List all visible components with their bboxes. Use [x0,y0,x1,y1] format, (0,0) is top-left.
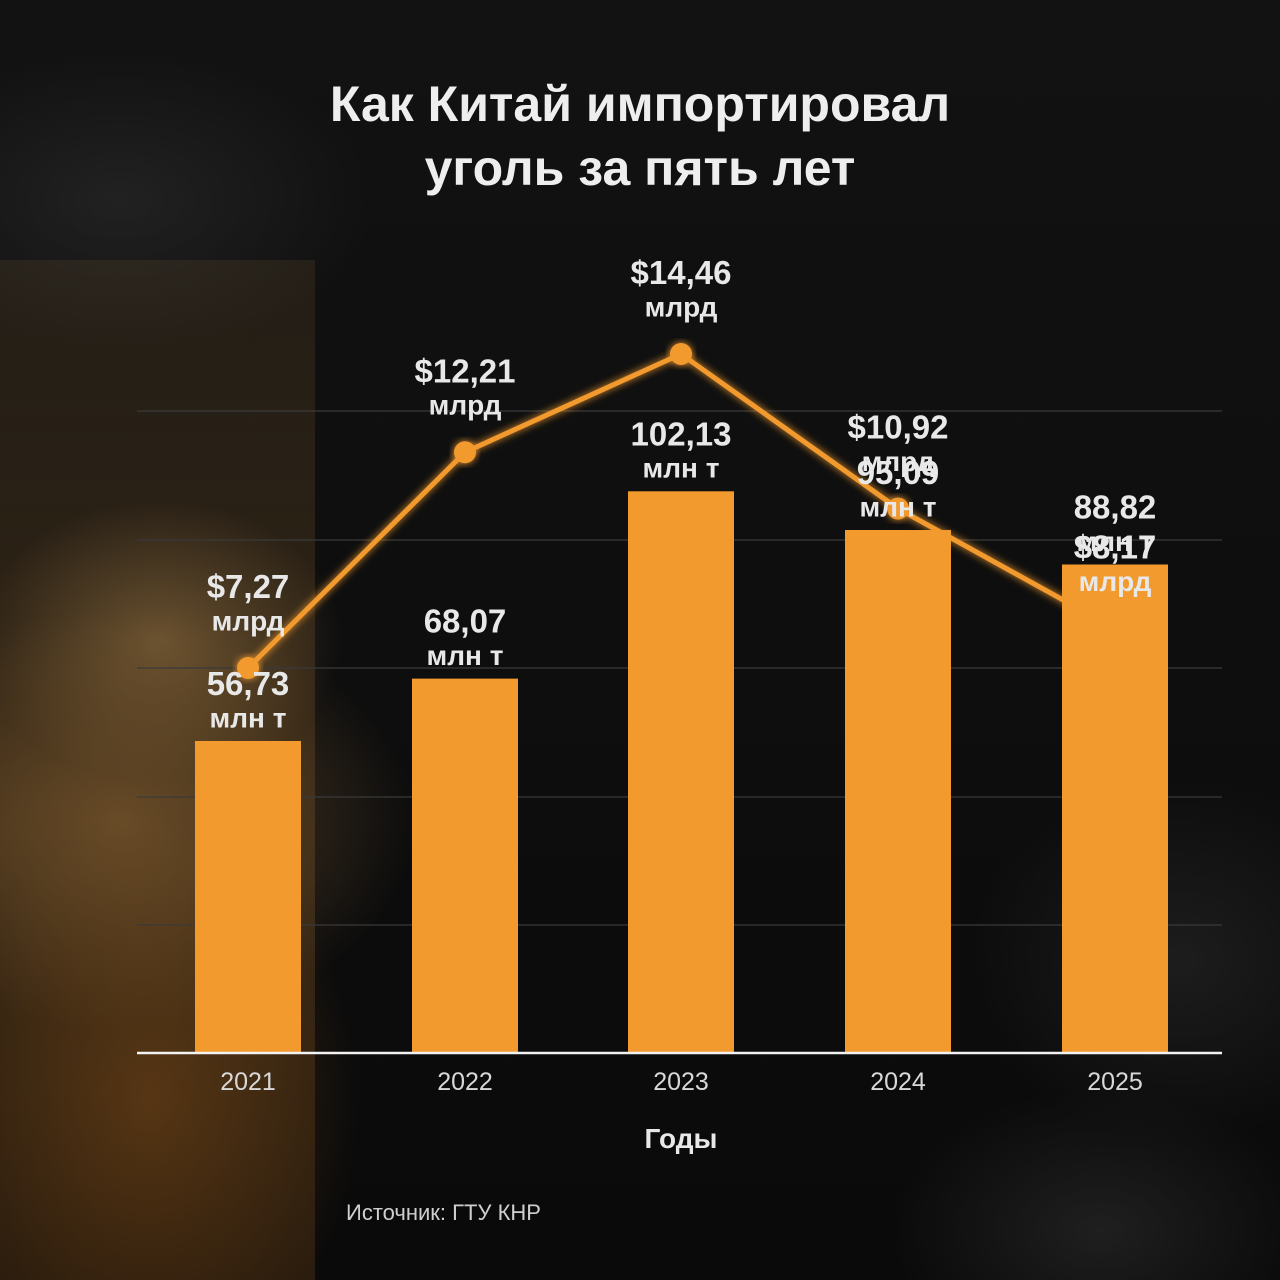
bar-2021 [195,740,301,1053]
chart-title: Как Китай импортировал уголь за пять лет [0,72,1280,200]
bar-2023 [628,491,734,1053]
x-axis-title: Годы [645,1123,718,1154]
price-label-2022: $12,21 млрд [415,352,516,420]
bar-2022 [412,678,518,1053]
price-label-2024: $10,92 млрд [848,409,949,477]
price-point-2023 [670,343,692,365]
bar-2025 [1062,564,1168,1053]
x-tick-2021: 2021 [220,1068,276,1096]
bar-label-2021: 56,73 млн т [207,665,290,733]
price-point-2021 [237,657,259,679]
bar-label-2022: 68,07 млн т [424,603,507,671]
price-line [237,343,1126,679]
price-label-2025: $8,17 млрд [1074,529,1157,597]
price-point-2024 [887,497,909,520]
bars [195,491,1168,1053]
bar-label-2023: 102,13 млн т [631,415,732,483]
data-labels: 56,73 млн т 68,07 млн т 102,13 млн т 95,09 млн … [207,254,1157,733]
x-tick-2023: 2023 [653,1068,709,1096]
chart-title-line-1: Как Китай импортировал [329,76,951,132]
bar-label-2025: 88,82 млн т [1074,488,1157,556]
bar-label-2024: 95,09 млн т [857,454,940,522]
price-point-2022 [454,441,476,464]
source-note: Источник: ГТУ КНР [346,1200,541,1225]
price-label-2021: $7,27 млрд [207,568,290,636]
chart-title-line-2: уголь за пять лет [424,140,856,196]
x-tick-2024: 2024 [870,1068,926,1096]
price-point-2025 [1104,617,1126,640]
bar-2024 [845,530,951,1053]
price-label-2023: $14,46 млрд [631,254,732,322]
x-tick-2025: 2025 [1087,1068,1143,1096]
x-tick-labels: 2021 2022 2023 2024 2025 [220,1068,1143,1096]
x-tick-2022: 2022 [437,1068,493,1096]
